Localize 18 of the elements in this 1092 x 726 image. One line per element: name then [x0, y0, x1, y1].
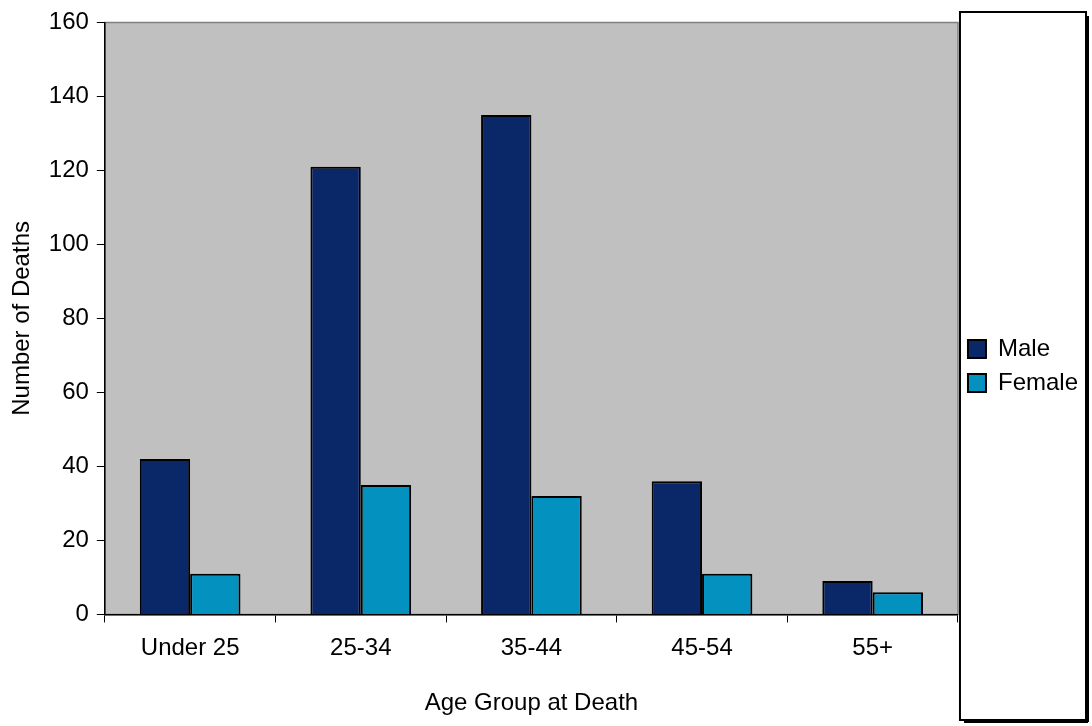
x-tick-label: 55+	[852, 633, 894, 661]
x-axis-title: Age Group at Death	[424, 688, 639, 716]
y-tick-label: 100	[48, 229, 89, 257]
y-axis-title: Number of Deaths	[7, 221, 35, 416]
x-tick-label: 45-54	[671, 633, 733, 661]
y-tick-label: 140	[48, 81, 89, 109]
y-tick-label: 40	[62, 451, 89, 479]
legend-label: Female	[997, 367, 1078, 395]
y-tick-label: 160	[48, 7, 89, 35]
y-tick-label: 80	[62, 303, 89, 331]
y-tick-label: 20	[62, 525, 89, 553]
x-tick-label: 35-44	[500, 633, 563, 661]
x-tick-label: Under 25	[140, 633, 240, 661]
legend-label: Male	[997, 333, 1050, 361]
x-tick-label: 25-34	[330, 633, 392, 661]
y-tick-label: 60	[62, 377, 89, 405]
y-tick-label: 120	[48, 155, 89, 183]
y-tick-label: 0	[75, 599, 89, 627]
